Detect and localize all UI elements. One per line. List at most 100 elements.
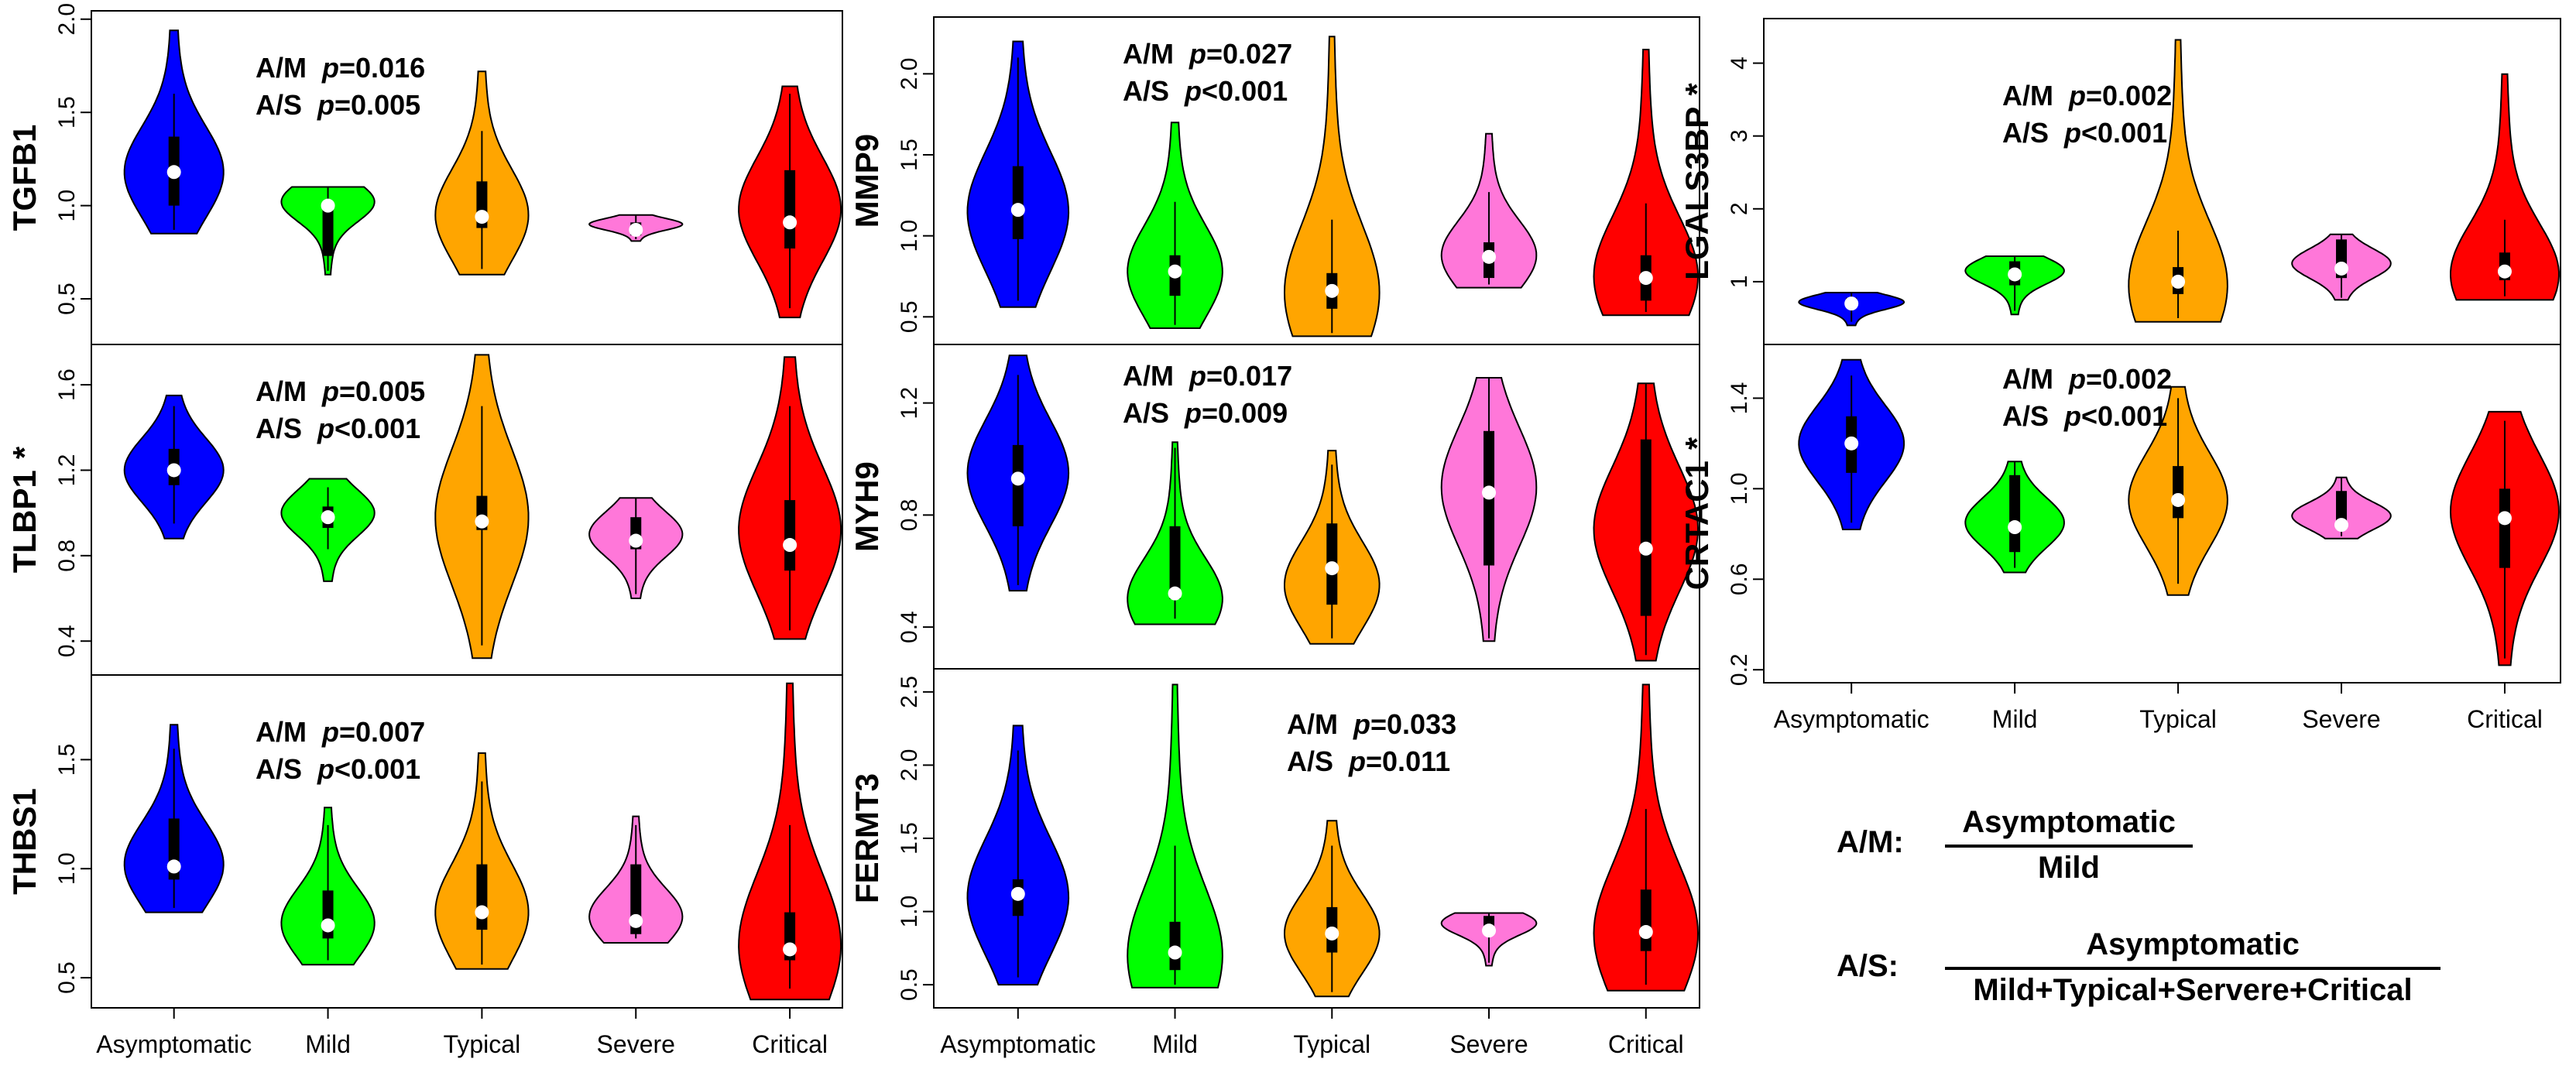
comparison-label: A/M: [2002, 363, 2053, 395]
median-point-mild: [2008, 267, 2022, 282]
comparison-label: A/M: [1287, 708, 1338, 740]
y-tick-label: 1.0: [54, 852, 80, 885]
p-symbol: p: [321, 716, 339, 748]
gene-label: LGALS3BP *: [1679, 83, 1715, 280]
iqr-box-critical: [1640, 439, 1652, 616]
p-value: =0.009: [1202, 397, 1288, 429]
x-tick-label-severe: Severe: [2302, 705, 2380, 733]
p-value-annotation: A/S p=0.009: [1123, 397, 1288, 429]
x-tick-label-mild: Mild: [1992, 705, 2038, 733]
gene-label: TGFB1: [6, 125, 43, 231]
y-tick-label: 0.4: [54, 625, 80, 657]
p-value: <0.001: [1202, 75, 1288, 107]
p-value-annotation: A/S p=0.005: [256, 89, 420, 121]
y-tick-label: 1.0: [1727, 472, 1752, 505]
x-tick-label-severe: Severe: [1449, 1030, 1528, 1058]
comparison-label: A/M: [1123, 360, 1174, 392]
iqr-box-mild: [2009, 475, 2021, 553]
y-tick-label: 0.6: [1727, 563, 1752, 595]
gene-name: TLBP1: [6, 470, 43, 573]
iqr-box-asymptomatic: [1012, 166, 1024, 239]
median-point-typical: [475, 210, 489, 224]
p-symbol: p: [321, 52, 339, 84]
y-tick-label: 1.2: [897, 387, 922, 420]
p-value-annotation: A/S p<0.001: [256, 413, 420, 444]
y-tick-label: 1.6: [54, 368, 80, 401]
p-value: =0.002: [2086, 80, 2172, 111]
median-point-critical: [783, 538, 797, 553]
y-tick-label: 1.0: [897, 220, 922, 252]
p-symbol: p: [317, 413, 334, 444]
y-tick-label: 1.0: [897, 896, 922, 928]
p-value: <0.001: [334, 413, 420, 444]
p-value: =0.016: [339, 52, 425, 84]
p-symbol: p: [2068, 363, 2086, 395]
p-symbol: p: [317, 753, 334, 785]
iqr-box-mild: [322, 201, 334, 256]
p-value-annotation: A/S p<0.001: [256, 753, 420, 785]
x-tick-label-mild: Mild: [305, 1030, 351, 1058]
median-point-asymptomatic: [1010, 471, 1025, 486]
y-tick-label: 1.5: [897, 139, 922, 171]
median-point-asymptomatic: [1010, 886, 1025, 901]
gene-label: MMP9: [849, 134, 885, 228]
median-point-mild: [1168, 264, 1182, 279]
gene-name: MMP9: [849, 134, 885, 228]
p-value: =0.027: [1206, 38, 1292, 70]
iqr-box-mild: [1169, 526, 1181, 599]
p-value: =0.005: [339, 375, 425, 407]
median-point-mild: [321, 198, 335, 213]
median-point-asymptomatic: [166, 165, 181, 180]
p-value: =0.007: [339, 716, 425, 748]
gene-name: THBS1: [6, 788, 43, 895]
gene-label: FERMT3: [849, 773, 885, 903]
panel-frame: [91, 674, 843, 1009]
gene-label: MYH9: [849, 461, 885, 552]
comparison-label: A/S: [2002, 117, 2049, 149]
median-point-critical: [2497, 264, 2512, 279]
x-tick-label-asymptomatic: Asymptomatic: [1774, 705, 1929, 733]
p-value-annotation: A/M p=0.016: [256, 52, 425, 84]
gene-label: THBS1: [6, 788, 43, 895]
as-legend-key: A/S:: [1837, 949, 1899, 983]
p-value: =0.011: [1366, 745, 1450, 777]
median-point-mild: [1168, 945, 1182, 960]
significance-star: *: [6, 446, 43, 459]
comparison-label: A/S: [256, 753, 302, 785]
p-symbol: p: [1353, 708, 1370, 740]
p-value: =0.033: [1370, 708, 1456, 740]
median-point-asymptomatic: [1844, 296, 1859, 311]
y-tick-label: 4: [1727, 57, 1752, 70]
median-point-typical: [1325, 561, 1339, 576]
median-point-critical: [2497, 511, 2512, 526]
violin-typical: [2128, 39, 2228, 323]
p-symbol: p: [317, 89, 334, 121]
median-point-asymptomatic: [166, 859, 181, 874]
y-tick-label: 1.5: [54, 96, 80, 128]
p-value-annotation: A/S p<0.001: [1123, 75, 1288, 107]
comparison-label: A/S: [1123, 75, 1169, 107]
p-symbol: p: [1189, 360, 1206, 392]
p-value: =0.002: [2086, 363, 2172, 395]
median-point-mild: [321, 510, 335, 525]
p-value-annotation: A/S p<0.001: [2002, 400, 2167, 432]
y-tick-label: 0.5: [54, 283, 80, 315]
p-symbol: p: [2068, 80, 2086, 111]
median-point-typical: [475, 905, 489, 920]
iqr-box-asymptomatic: [1012, 444, 1024, 526]
comparison-label: A/S: [256, 89, 302, 121]
p-symbol: p: [2063, 400, 2081, 432]
y-tick-label: 0.5: [54, 961, 80, 994]
panel-frame: [1763, 344, 2561, 684]
y-tick-label: 0.8: [54, 540, 80, 572]
comparison-label: A/S: [2002, 400, 2049, 432]
median-point-critical: [1638, 925, 1653, 940]
p-value-annotation: A/M p=0.017: [1123, 360, 1292, 392]
x-tick-label-typical: Typical: [1293, 1030, 1370, 1058]
median-point-critical: [1638, 271, 1653, 286]
iqr-box-critical: [1640, 889, 1652, 951]
x-tick-label-mild: Mild: [1152, 1030, 1198, 1058]
